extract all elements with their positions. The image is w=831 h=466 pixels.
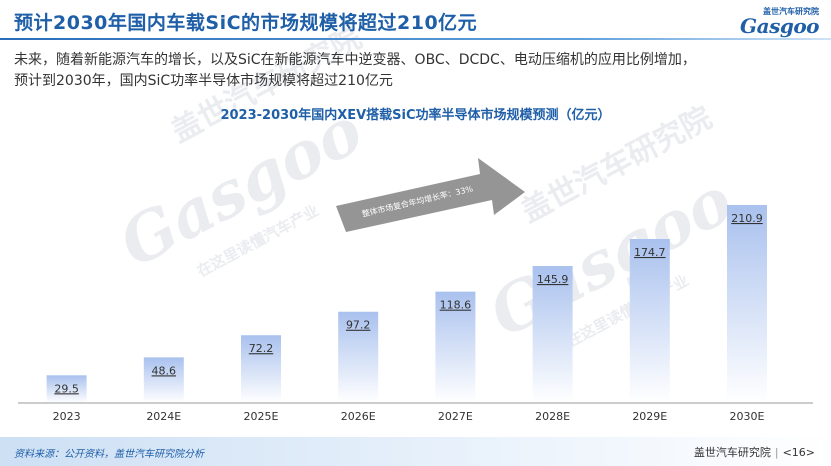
value-label-2024E: 48.6: [152, 364, 177, 377]
footer-org: 盖世汽车研究院: [693, 446, 771, 459]
footer-bar: 资料来源：公开资料，盖世汽车研究院分析 盖世汽车研究院 | <16>: [0, 437, 831, 466]
x-tick-2024E: 2024E: [146, 410, 181, 423]
x-tick-2023: 2023: [53, 410, 81, 423]
bar-2028E: [532, 266, 573, 403]
x-tick-2030E: 2030E: [730, 410, 765, 423]
market-size-bar-chart: 29.5 48.6 72.2 97.2 118.6 145.9 174.7 210.9 202…: [18, 158, 813, 423]
x-tick-2028E: 2028E: [535, 410, 570, 423]
intro-line-2: 预计到2030年，国内SiC功率半导体市场规模将超过210亿元: [14, 73, 393, 89]
value-label-2028E: 145.9: [537, 273, 569, 286]
bar-2024E: [143, 357, 184, 403]
value-label-2023: 29.5: [54, 382, 79, 395]
bar-2026E: [338, 311, 379, 403]
x-tick-2027E: 2027E: [438, 410, 473, 423]
bar-2027E: [435, 291, 476, 403]
bar-2030E: [727, 205, 767, 403]
footer-page-info: 盖世汽车研究院 | <16>: [694, 444, 815, 460]
bar-2023: [46, 375, 87, 403]
value-label-2030E: 210.9: [731, 212, 763, 225]
footer-separator: |: [774, 446, 779, 459]
title-divider: [0, 38, 831, 40]
gasgoo-logo: 盖世汽车研究院 Gasgoo: [709, 6, 819, 38]
bar-2025E: [241, 335, 281, 403]
cagr-arrow: 整体市场复合年均增长率：33%: [336, 158, 525, 232]
intro-text: 未来，随着新能源汽车的增长，以及SiC在新能源汽车中逆变器、OBC、DCDC、电…: [14, 50, 819, 92]
bar-2029E: [629, 238, 670, 403]
intro-line-1: 未来，随着新能源汽车的增长，以及SiC在新能源汽车中逆变器、OBC、DCDC、电…: [14, 52, 696, 68]
value-label-2029E: 174.7: [634, 246, 666, 259]
value-label-2025E: 72.2: [249, 342, 274, 355]
footer-source: 资料来源：公开资料，盖世汽车研究院分析: [14, 449, 204, 460]
value-label-2026E: 97.2: [346, 319, 371, 332]
logo-tagline: 盖世汽车研究院: [763, 7, 819, 16]
cagr-arrow-shape: [336, 158, 525, 232]
chart-title: 2023-2030年国内XEV搭载SiC功率半导体市场规模预测（亿元）: [220, 108, 611, 123]
x-tick-2029E: 2029E: [632, 410, 667, 423]
page-title: 预计2030年国内车载SiC的市场规模将超过210亿元: [14, 12, 478, 34]
x-tick-2026E: 2026E: [341, 410, 376, 423]
logo-wordmark: Gasgoo: [740, 14, 819, 38]
page-number: <16>: [782, 446, 815, 459]
value-label-2027E: 118.6: [440, 299, 472, 312]
x-tick-2025E: 2025E: [244, 410, 279, 423]
